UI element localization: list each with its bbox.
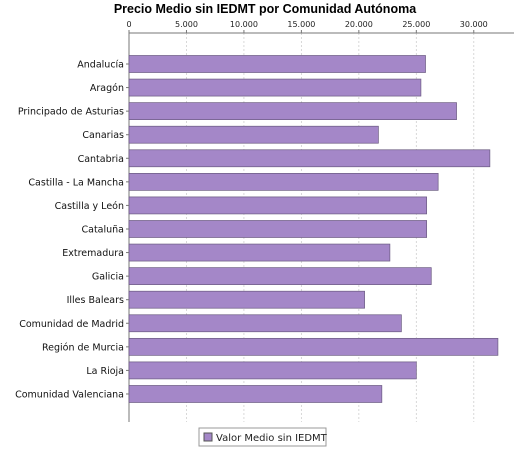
bar [128, 220, 428, 238]
bar [128, 102, 457, 120]
bar [128, 149, 491, 168]
legend-label: Valor Medio sin IEDMT [216, 433, 328, 444]
x-tick-label: 30.000 [460, 20, 488, 29]
grid-lines [186, 33, 475, 422]
bar [128, 290, 365, 309]
bars [128, 55, 499, 403]
x-tick-label: 20.000 [345, 20, 373, 29]
bar [128, 173, 439, 191]
legend[interactable]: Valor Medio sin IEDMT [198, 427, 328, 447]
x-tick-label: 5.000 [175, 20, 198, 29]
category-label: Cantabria [78, 154, 124, 165]
chart-title: Precio Medio sin IEDMT por Comunidad Aut… [114, 2, 417, 16]
x-tick-label: 25.000 [402, 20, 430, 29]
x-axis-ticks: 0 5.000 10.000 15.000 20.000 25.000 30.000 [126, 20, 488, 33]
category-label: Galicia [92, 272, 124, 283]
category-label: Principado de Asturias [18, 107, 124, 118]
bar [128, 196, 428, 215]
category-label: Cataluña [81, 224, 124, 235]
category-label: Canarias [82, 130, 124, 141]
bar [128, 55, 426, 73]
bar [128, 267, 432, 285]
category-label: Región de Murcia [42, 342, 124, 353]
legend-swatch [203, 432, 213, 442]
x-tick-label: 15.000 [287, 20, 315, 29]
bar [128, 243, 391, 262]
category-label: Illes Balears [67, 295, 124, 306]
category-label: La Rioja [86, 366, 124, 377]
x-tick-label: 10.000 [230, 20, 258, 29]
bar [128, 385, 383, 403]
category-label: Extremadura [62, 248, 124, 259]
category-label: Aragón [90, 83, 124, 94]
x-tick-label: 0 [126, 20, 131, 29]
bar [128, 78, 422, 97]
category-label: Andalucía [77, 60, 124, 71]
bar [128, 314, 402, 333]
category-labels: Andalucía Aragón Principado de Asturias Can… [15, 60, 129, 400]
bar [128, 125, 379, 144]
category-label: Comunidad de Madrid [19, 319, 124, 330]
category-label: Castilla - La Mancha [28, 177, 124, 188]
bar [128, 337, 499, 356]
category-label: Castilla y León [55, 201, 124, 212]
bar [128, 361, 417, 380]
legend-box [198, 427, 327, 447]
category-label: Comunidad Valenciana [15, 389, 124, 400]
